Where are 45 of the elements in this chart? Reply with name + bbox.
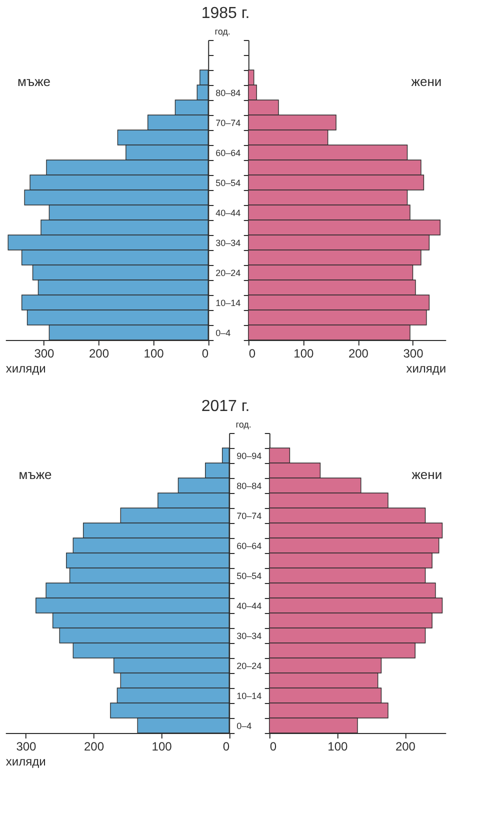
y-tick-label: 50–54 — [236, 571, 262, 581]
x-tick-label: 300 — [403, 346, 424, 360]
x-tick-label: 100 — [294, 346, 314, 360]
x-tick-label: 0 — [270, 740, 277, 754]
chart-title: 2017 г. — [201, 398, 250, 415]
y-tick-label: 30–34 — [236, 631, 262, 641]
y-tick-label: 40–44 — [216, 208, 241, 218]
text: мъже — [18, 467, 52, 482]
y-tick-label: 70–74 — [216, 118, 241, 128]
y-tick-label: 10–14 — [216, 298, 241, 308]
x-tick-label: 0 — [248, 346, 256, 360]
y-tick-label: 70–74 — [236, 511, 262, 521]
y-tick-label: 50–54 — [216, 178, 241, 188]
x-axis-title: хиляди — [406, 362, 446, 376]
x-tick-label: 100 — [144, 346, 164, 360]
y-tick-label: 30–34 — [216, 238, 241, 248]
x-tick-label: 300 — [34, 346, 55, 360]
x-axis-title: хиляди — [6, 754, 46, 768]
y-tick-label: 60–64 — [236, 541, 262, 551]
x-tick-label: 0 — [222, 740, 230, 754]
x-tick-label: 200 — [348, 346, 369, 360]
y-axis-title: год. — [214, 26, 230, 36]
chart-title: 1985 г. — [201, 5, 250, 22]
y-tick-label: 40–44 — [236, 601, 262, 611]
x-tick-label: 200 — [84, 740, 104, 754]
y-tick-label: 80–84 — [216, 88, 241, 98]
y-tick-label: 0–4 — [236, 721, 252, 731]
y-axis-title: год. — [236, 420, 252, 430]
text: мъже — [18, 74, 51, 89]
y-tick-label: 20–24 — [236, 661, 262, 671]
x-tick-label: 100 — [152, 740, 172, 754]
y-tick-label: 90–94 — [236, 451, 262, 461]
y-tick-label: 80–84 — [236, 481, 262, 491]
x-tick-label: 0 — [202, 346, 209, 360]
x-tick-label: 200 — [89, 346, 110, 360]
series-label: жени — [412, 467, 442, 482]
x-tick-label: 200 — [395, 740, 416, 754]
y-tick-label: 60–64 — [216, 148, 241, 158]
y-tick-label: 10–14 — [236, 691, 262, 701]
x-tick-label: 100 — [328, 740, 348, 754]
x-axis-title: хиляди — [6, 362, 46, 376]
y-tick-label: 0–4 — [216, 328, 231, 338]
text: жени — [411, 74, 442, 89]
y-tick-label: 20–24 — [216, 268, 241, 278]
x-tick-label: 300 — [16, 740, 37, 754]
